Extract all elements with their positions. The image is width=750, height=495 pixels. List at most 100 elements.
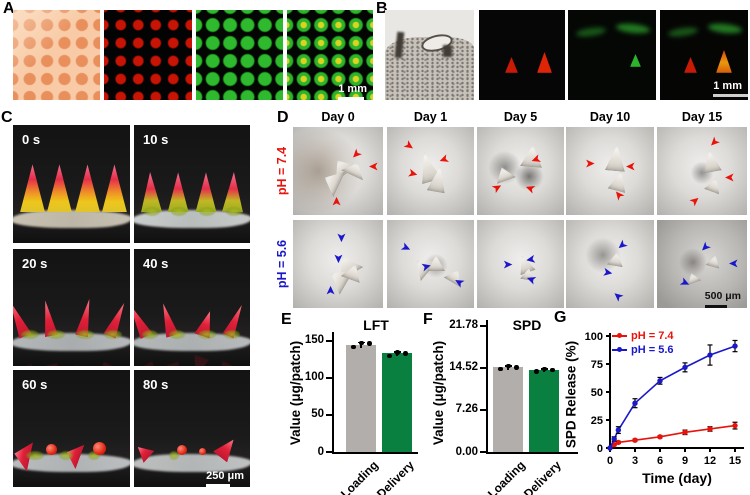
arrow-icon: ➤ — [325, 286, 338, 296]
y-axis-tick — [480, 366, 486, 369]
chart-e-y-axis-label: Value (μg/patch) — [288, 340, 303, 446]
microneedle-reflection — [19, 363, 43, 366]
panel-a-scale-bar: 1 mm — [338, 83, 367, 100]
data-point-dot — [403, 351, 408, 356]
arrow-icon: ➤ — [503, 259, 513, 272]
axis-tick-label: 0 — [607, 455, 613, 467]
data-bar-loading — [346, 344, 376, 452]
category-label: Loading — [484, 458, 528, 495]
dissolving-microneedle-cone — [700, 148, 722, 173]
x-axis-line — [486, 452, 578, 454]
timelapse-time-label: 80 s — [143, 377, 169, 392]
dissolving-matrix-blob — [58, 451, 73, 461]
data-point-dot — [498, 366, 503, 372]
microneedle-reflection — [141, 361, 165, 366]
chart-e-title: LFT — [363, 317, 389, 333]
y-axis-tick — [326, 413, 332, 416]
arrow-icon: ➤ — [490, 180, 505, 196]
ph-7-4-row-label: pH = 7.4 — [275, 146, 289, 196]
data-point-dot — [387, 353, 392, 359]
data-point-marker — [707, 352, 713, 358]
data-bar-loading — [493, 367, 523, 452]
panel-a-label: A — [3, 0, 15, 17]
data-point-dot — [514, 365, 519, 370]
panel-d-scale-bar-text: 500 μm — [704, 290, 741, 303]
data-point-marker — [607, 445, 613, 451]
panel-c-scale-bar-text: 250 μm — [206, 469, 244, 482]
axis-tick-label: 3 — [632, 455, 638, 467]
arrow-icon: ➤ — [729, 256, 739, 269]
arrow-icon: ➤ — [585, 157, 595, 170]
timelapse-cell: 20 s — [13, 249, 130, 366]
microneedle-tip-remnant — [176, 445, 187, 456]
data-point-dot — [542, 366, 547, 372]
arrow-icon: ➤ — [525, 271, 539, 286]
microneedle — [101, 164, 127, 213]
y-axis-tick-label: 14.52 — [449, 361, 478, 374]
arrow-icon: ➤ — [368, 160, 378, 173]
y-axis-line — [486, 320, 488, 452]
ph-5-6-row-label: pH = 5.6 — [275, 239, 289, 289]
y-axis-tick-label: 150 — [304, 334, 324, 347]
microneedle-reflection — [93, 361, 116, 366]
microneedle-tip-remnant — [92, 442, 106, 456]
arrow-icon: ➤ — [697, 239, 713, 255]
microneedle-tip-remnant — [45, 444, 57, 456]
data-bar-delivery — [529, 369, 559, 452]
legend-marker-blue — [612, 347, 627, 352]
arrow-icon: ➤ — [406, 167, 419, 182]
dissolving-matrix-blob — [46, 330, 65, 340]
microneedle-base-strip — [13, 333, 130, 351]
green-streak — [667, 25, 699, 39]
panel-d-scale-bar-line — [704, 305, 727, 308]
day-image-cell: ➤ ➤ ➤ — [293, 127, 383, 215]
legend-label: pH = 7.4 — [631, 330, 674, 342]
y-axis-tick — [326, 451, 332, 453]
timelapse-cell: 40 s — [134, 249, 250, 366]
y-axis-line — [332, 332, 334, 452]
panel-d-scale-bar: 500 μm — [704, 290, 741, 308]
axis-tick-label: 75 — [591, 359, 603, 371]
dissolving-microneedle-cone — [342, 158, 370, 181]
panel-a-brightfield-image — [13, 10, 100, 100]
data-point-marker — [707, 426, 713, 432]
arrow-icon: ➤ — [402, 138, 417, 154]
microneedle — [46, 164, 72, 213]
data-point-dot — [550, 367, 555, 373]
arrow-icon: ➤ — [614, 237, 630, 253]
microneedle — [75, 164, 100, 213]
data-point-marker — [732, 343, 738, 349]
microneedle-reflection — [212, 360, 234, 366]
timelapse-cell: 60 s — [13, 370, 130, 487]
panel-f-label: F — [423, 311, 433, 328]
axis-tick-label: 50 — [591, 387, 603, 399]
dissolving-matrix-blob — [104, 330, 123, 340]
day-image-cell: ➤ ➤ ➤ — [293, 220, 383, 308]
panel-b-scale-bar: 1 mm — [713, 79, 748, 97]
dissolving-matrix-blob — [21, 330, 40, 340]
axis-tick-label: 12 — [704, 455, 716, 467]
panel-d-label: D — [277, 109, 289, 126]
data-point-marker — [682, 364, 688, 371]
timelapse-cell: 10 s — [134, 125, 250, 243]
arrow-icon: ➤ — [437, 152, 451, 167]
arrow-icon: ➤ — [524, 252, 536, 267]
y-axis-tick-label: 50 — [311, 408, 324, 421]
panel-g-line-chart-release: G SPD Release (%) 0 3 6 9 12 15 0 25 50 75 100 pH … — [548, 310, 750, 495]
arrow-icon: ➤ — [399, 240, 413, 256]
dissolving-matrix-blob — [144, 206, 161, 216]
timelapse-time-label: 10 s — [143, 132, 169, 147]
day-image-cell: ➤ ➤ ➤ 500 μm — [657, 220, 747, 308]
release-curve — [609, 345, 736, 449]
data-point-dot — [395, 350, 400, 355]
day-image-cell: ➤ ➤ ➤ — [387, 220, 474, 308]
panel-a-scale-bar-line — [338, 97, 365, 100]
arrow-icon: ➤ — [335, 233, 348, 243]
panel-b-scale-bar-text: 1 mm — [713, 79, 742, 92]
panel-c-scale-bar: 250 μm — [206, 469, 244, 487]
panel-g-label: G — [554, 309, 567, 326]
panel-c-scale-bar-line — [206, 484, 231, 487]
panel-e-bar-chart-lft: E LFT Value (μg/patch) 0 50 100 150 Loading D… — [280, 310, 438, 495]
green-streak — [575, 25, 607, 39]
